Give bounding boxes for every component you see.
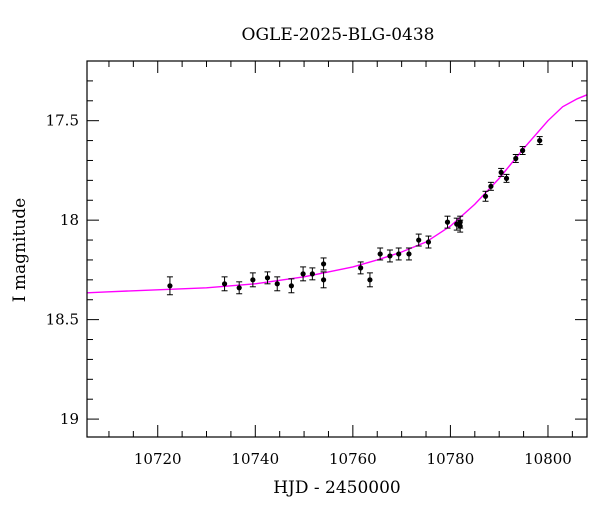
data-point-17 xyxy=(415,233,422,247)
data-point-15 xyxy=(395,247,402,261)
data-marker xyxy=(288,283,294,289)
data-marker xyxy=(482,193,489,199)
tick-labels-layer: 10720 10740 10760 10780 10800 17.5 18 18.5 19 xyxy=(46,112,572,468)
data-marker xyxy=(498,169,504,176)
plot-frame xyxy=(86,60,588,438)
model-curve-layer xyxy=(86,94,588,294)
data-marker xyxy=(167,283,173,289)
y-tick-label: 19 xyxy=(60,410,79,428)
data-marker xyxy=(264,275,271,281)
x-tick-label: 10780 xyxy=(427,450,475,468)
model-curve xyxy=(86,94,588,294)
data-marker xyxy=(377,251,383,257)
data-point-13 xyxy=(377,247,384,261)
data-marker xyxy=(520,147,526,154)
data-point-0 xyxy=(166,276,173,296)
data-point-22 xyxy=(457,219,464,233)
data-point-26 xyxy=(503,173,510,183)
data-point-28 xyxy=(519,146,526,156)
data-point-10 xyxy=(320,271,327,289)
y-tick-label: 17.5 xyxy=(46,112,79,130)
x-tick-label: 10760 xyxy=(329,450,377,468)
data-point-12 xyxy=(366,272,373,288)
data-marker xyxy=(537,137,543,144)
data-point-5 xyxy=(274,276,281,292)
data-point-6 xyxy=(288,278,295,294)
data-marker xyxy=(367,277,373,283)
data-point-7 xyxy=(300,266,307,282)
data-point-18 xyxy=(425,235,432,249)
data-marker xyxy=(320,261,327,267)
data-marker xyxy=(236,285,242,291)
data-marker xyxy=(503,175,510,181)
axis-ticks-layer xyxy=(87,60,587,437)
data-point-2 xyxy=(236,281,243,295)
data-marker xyxy=(300,271,306,277)
data-marker xyxy=(488,183,494,189)
data-point-19 xyxy=(444,215,451,229)
x-tick-label: 10800 xyxy=(524,450,572,468)
data-marker xyxy=(444,219,451,225)
data-point-4 xyxy=(264,271,271,285)
data-point-11 xyxy=(357,261,364,275)
x-axis-label: HJD - 2450000 xyxy=(273,478,401,498)
data-point-29 xyxy=(536,136,543,146)
data-marker xyxy=(250,277,256,283)
data-point-23 xyxy=(482,190,489,202)
data-point-27 xyxy=(512,154,519,163)
y-tick-label: 18 xyxy=(60,211,79,229)
data-marker xyxy=(309,271,315,277)
data-point-14 xyxy=(386,249,393,263)
y-axis-label: I magnitude xyxy=(10,198,30,302)
data-marker xyxy=(221,281,228,287)
data-marker xyxy=(387,253,393,259)
y-tick-label: 18.5 xyxy=(46,311,79,329)
chart-title: OGLE-2025-BLG-0438 xyxy=(242,25,435,45)
data-marker xyxy=(396,251,402,257)
data-marker xyxy=(416,237,422,243)
data-point-8 xyxy=(309,267,316,281)
data-marker xyxy=(358,265,364,271)
data-marker xyxy=(513,155,519,162)
data-marker xyxy=(457,223,463,229)
data-point-3 xyxy=(249,272,256,288)
data-marker xyxy=(274,281,280,287)
data-marker xyxy=(425,239,432,245)
x-tick-label: 10740 xyxy=(231,450,279,468)
data-point-25 xyxy=(498,167,505,177)
data-point-9 xyxy=(320,257,327,271)
x-tick-label: 10720 xyxy=(134,450,182,468)
data-point-24 xyxy=(487,181,494,191)
data-points-layer xyxy=(166,136,543,296)
data-point-1 xyxy=(221,276,228,292)
data-marker xyxy=(406,251,412,257)
data-marker xyxy=(320,277,327,283)
data-point-16 xyxy=(405,247,412,261)
